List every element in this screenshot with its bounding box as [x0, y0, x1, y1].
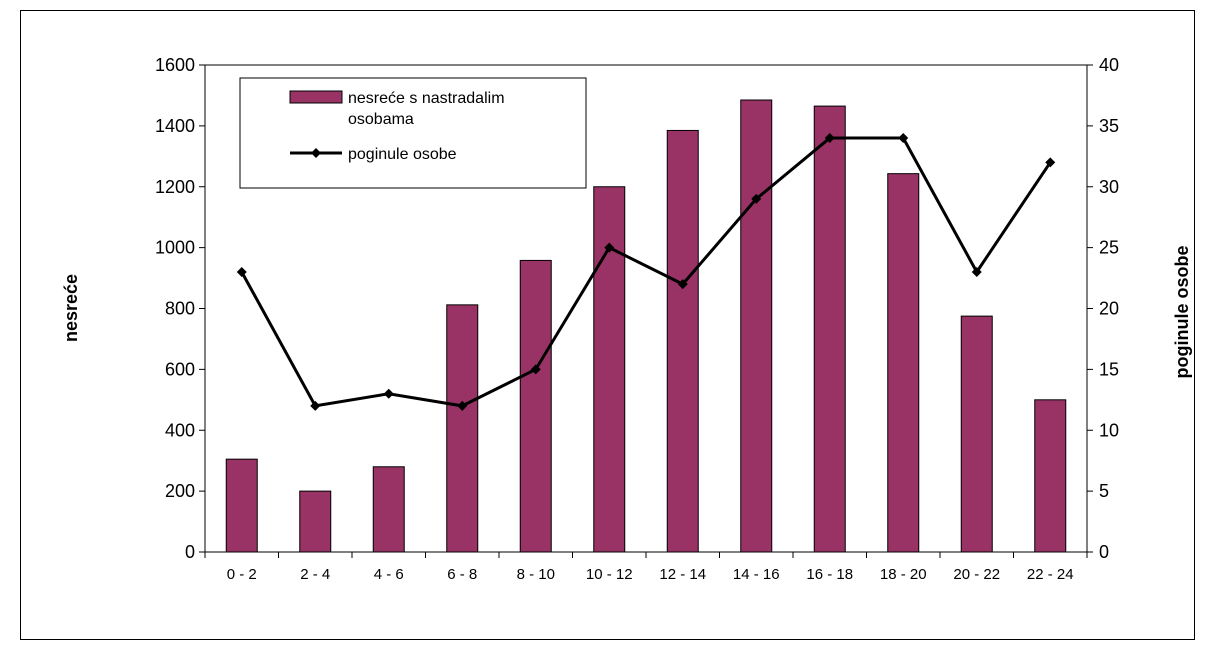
- y2-tick-label: 20: [1099, 299, 1119, 319]
- x-tick-label: 4 - 6: [374, 566, 404, 583]
- line-point-marker: [898, 133, 909, 144]
- line-point-marker: [310, 400, 321, 411]
- bar: [446, 304, 479, 553]
- legend-bar-label-1: nesreće s nastradalim: [348, 90, 505, 107]
- y2-tick-label: 5: [1099, 481, 1109, 501]
- line-series-path: [240, 136, 1052, 408]
- y2-tick-label: 30: [1099, 177, 1119, 197]
- line-point-marker: [751, 193, 762, 204]
- line-point-marker: [1045, 157, 1056, 168]
- bar: [666, 129, 699, 553]
- y-tick-label: 1000: [155, 238, 195, 258]
- y-tick-label: 1400: [155, 116, 195, 136]
- legend-bar-swatch: [289, 90, 343, 104]
- line-point-marker: [824, 133, 835, 144]
- x-tick-label: 22 - 24: [1027, 566, 1074, 583]
- bar: [887, 173, 920, 553]
- legend-bar-label-2: osobama: [348, 111, 414, 128]
- y-tick-label: 1200: [155, 177, 195, 197]
- y2-tick-label: 15: [1099, 359, 1119, 379]
- line-point-marker: [530, 364, 541, 375]
- x-tick-label: 12 - 14: [659, 566, 706, 583]
- line-point-marker: [457, 400, 468, 411]
- x-tick-label: 10 - 12: [586, 566, 633, 583]
- bar: [225, 458, 258, 553]
- bar: [593, 186, 626, 553]
- line-point-marker: [971, 266, 982, 277]
- bar: [1034, 399, 1067, 553]
- line-point-marker: [604, 242, 615, 253]
- y2-tick-label: 0: [1099, 542, 1109, 562]
- x-tick-label: 6 - 8: [447, 566, 477, 583]
- y-tick-label: 400: [165, 420, 195, 440]
- y-tick-label: 800: [165, 299, 195, 319]
- y2-tick-label: 40: [1099, 55, 1119, 75]
- bar: [960, 315, 993, 553]
- legend-line-label: poginule osobe: [348, 146, 457, 163]
- y2-tick-label: 10: [1099, 420, 1119, 440]
- line-point-marker: [236, 266, 247, 277]
- y2-axis-title: poginule osobe: [1172, 246, 1192, 379]
- bar: [299, 490, 332, 553]
- y-axis-title: nesreće: [61, 274, 81, 342]
- bar: [519, 259, 552, 553]
- y2-tick-label: 35: [1099, 116, 1119, 136]
- bar: [372, 466, 405, 553]
- x-tick-label: 8 - 10: [517, 566, 555, 583]
- legend: nesreće s nastradalim osobama poginule o…: [239, 77, 587, 189]
- line-point-marker: [677, 279, 688, 290]
- x-tick-label: 16 - 18: [806, 566, 853, 583]
- bar: [740, 99, 773, 553]
- line-point-marker: [383, 388, 394, 399]
- y-tick-label: 200: [165, 481, 195, 501]
- x-tick-label: 18 - 20: [880, 566, 927, 583]
- x-tick-label: 20 - 22: [953, 566, 1000, 583]
- legend-line-marker: [311, 148, 321, 158]
- bar: [813, 105, 846, 553]
- y-tick-label: 600: [165, 359, 195, 379]
- y2-tick-label: 25: [1099, 238, 1119, 258]
- x-tick-label: 0 - 2: [227, 566, 257, 583]
- plot-area: 0 200 400 600 800 1000 1200 1400 1600 0 5 10 15 20 25 3…: [155, 55, 1119, 583]
- x-tick-label: 14 - 16: [733, 566, 780, 583]
- y-tick-label: 1600: [155, 55, 195, 75]
- y-tick-label: 0: [185, 542, 195, 562]
- x-tick-label: 2 - 4: [300, 566, 330, 583]
